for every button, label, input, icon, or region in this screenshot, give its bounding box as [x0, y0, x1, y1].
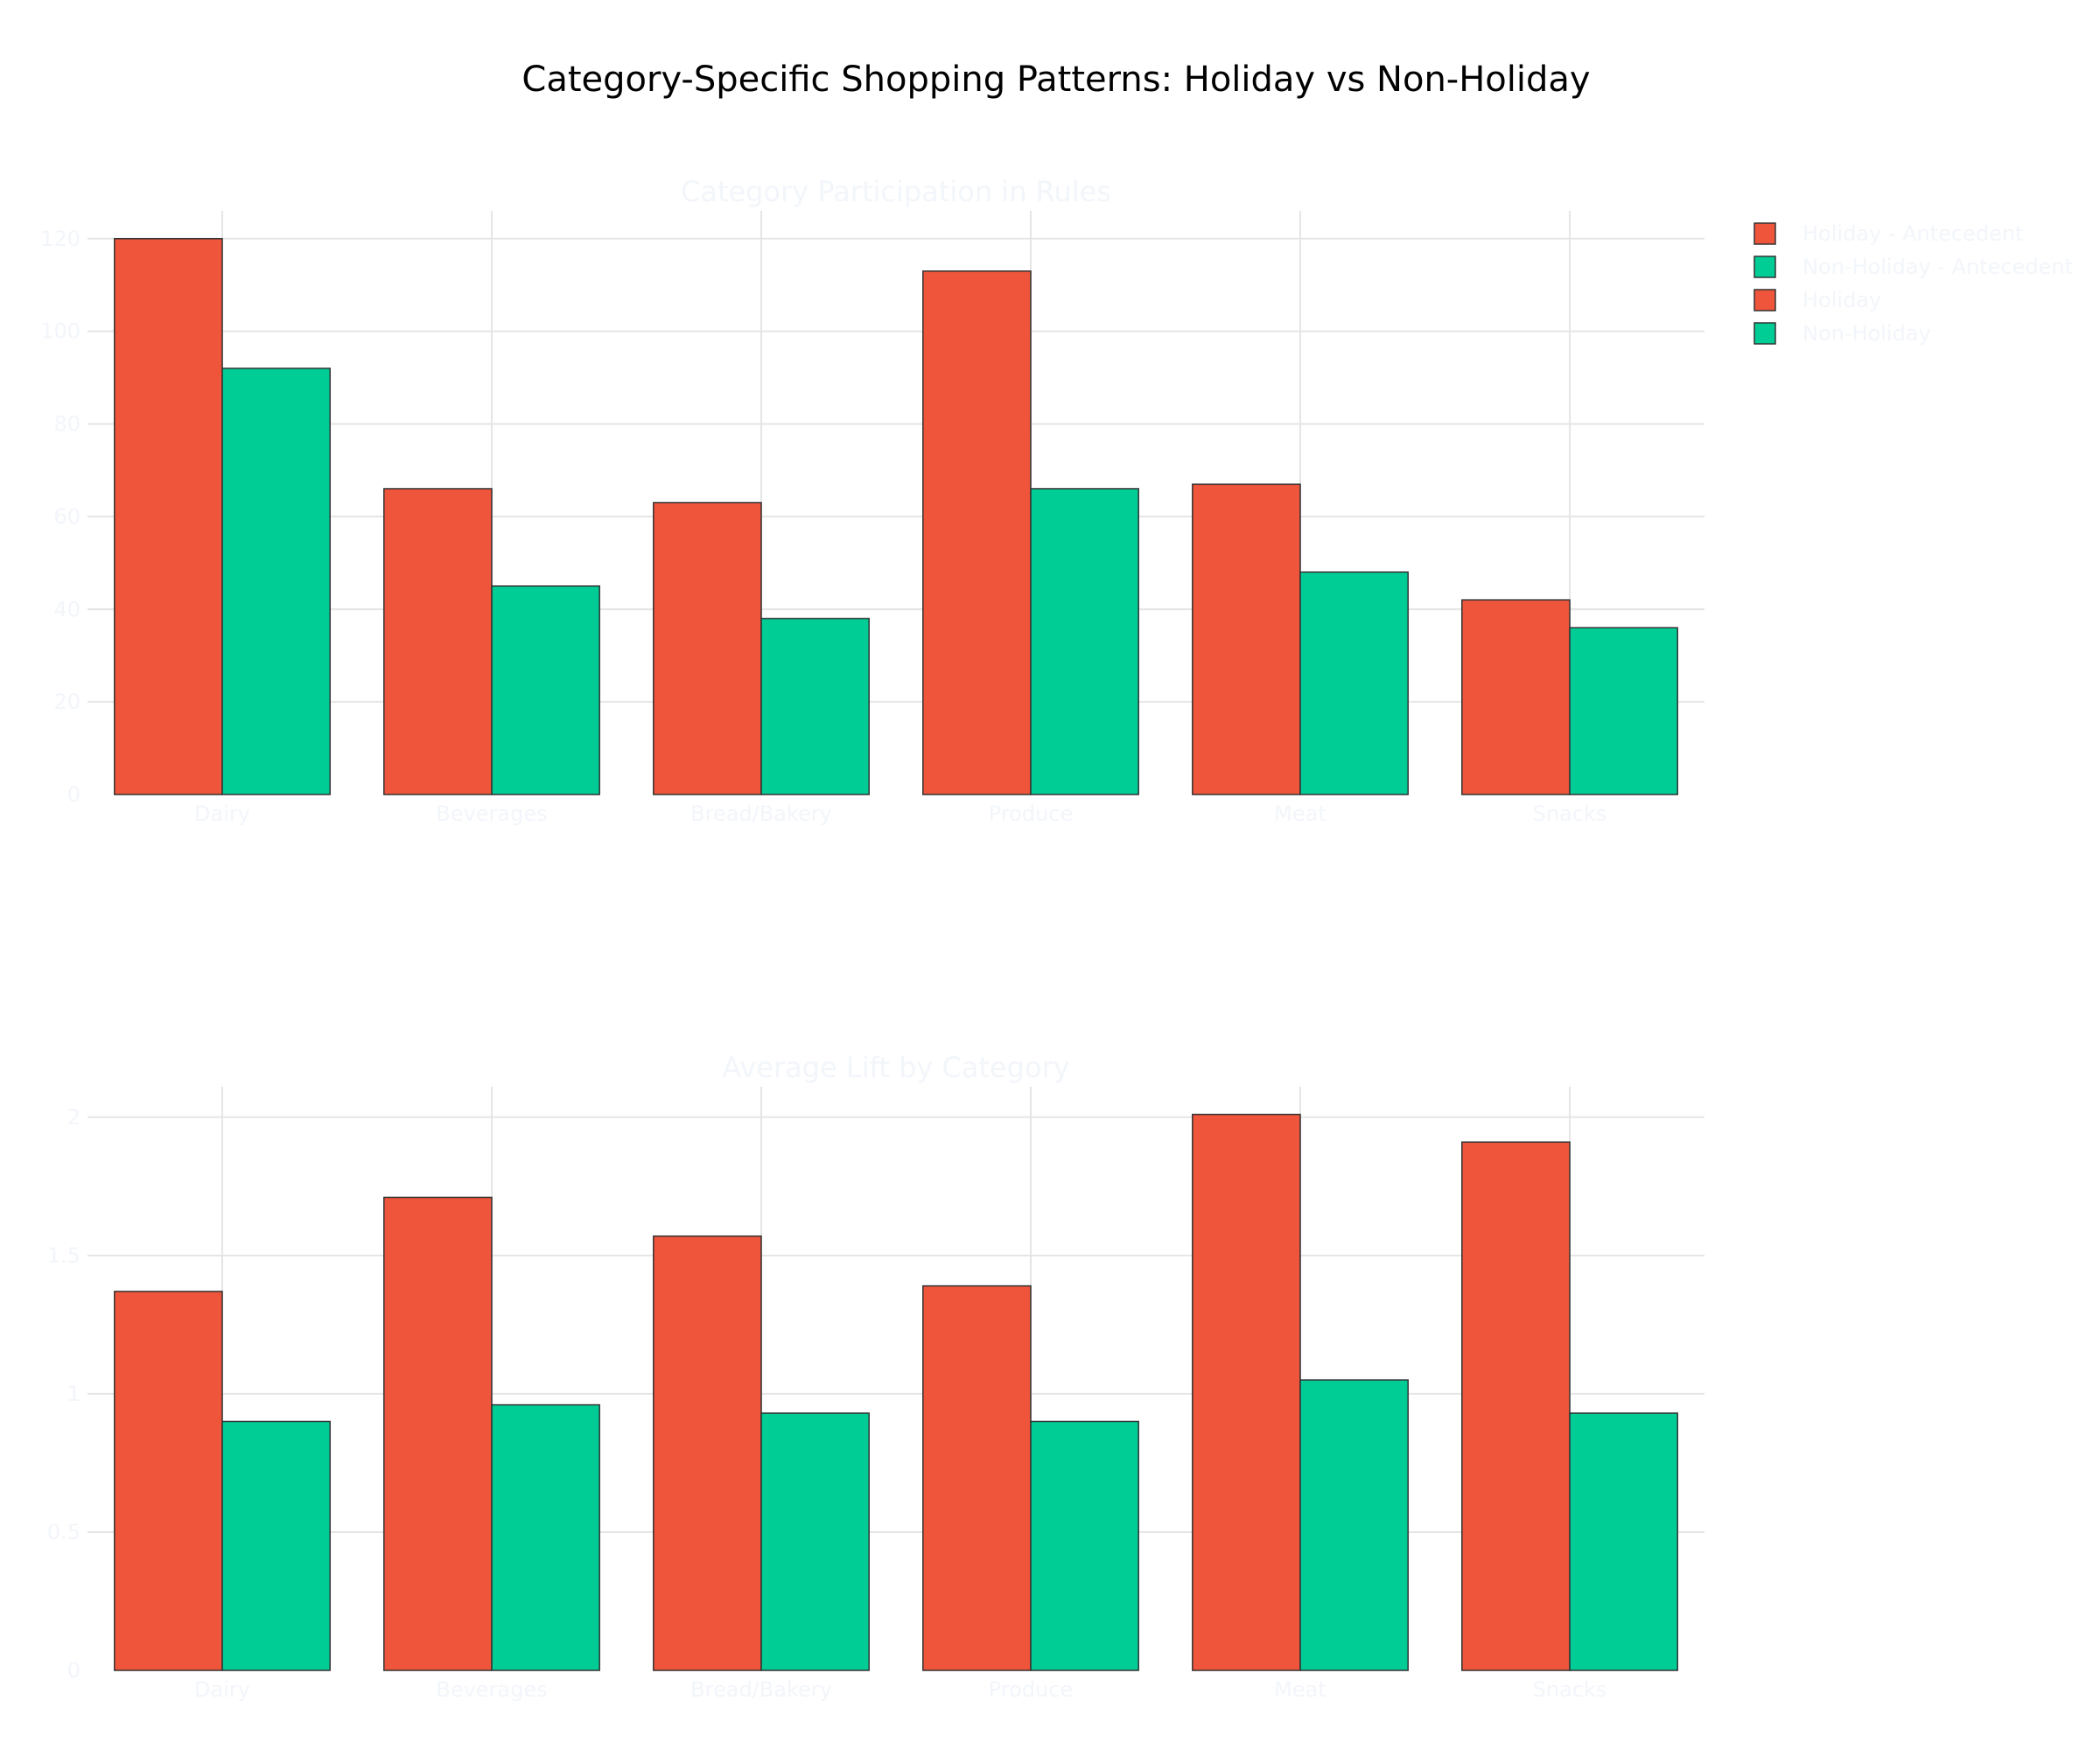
bar-holiday[interactable]	[1461, 1141, 1571, 1671]
legend-item[interactable]: Non-Holiday - Antecedent	[1754, 255, 2073, 279]
x-tick-label: Dairy	[194, 802, 250, 826]
y-tick-label: 0	[67, 1658, 80, 1683]
legend-swatch	[1754, 322, 1776, 345]
legend-label: Non-Holiday - Antecedent	[1802, 255, 2073, 279]
bar-holiday[interactable]	[922, 270, 1032, 795]
bar-holiday[interactable]	[1461, 598, 1571, 795]
x-tick-label: Produce	[989, 802, 1073, 826]
chart-panel-2: Average Lift by Category 0 0.5 1 1.5 2 Dairy Be…	[47, 1051, 1704, 1702]
y-tick-label: 2	[67, 1105, 80, 1130]
bar-non-holiday[interactable]	[760, 1412, 870, 1671]
legend-label: Holiday	[1802, 288, 1881, 312]
subplot-title: Category Participation in Rules	[681, 175, 1111, 208]
y-tick-label: 120	[40, 227, 80, 251]
legend-swatch	[1754, 289, 1776, 312]
x-tick-label: Beverages	[436, 802, 547, 826]
bar-holiday[interactable]	[114, 1291, 223, 1671]
legend-item[interactable]: Non-Holiday	[1754, 321, 1931, 346]
bar-non-holiday[interactable]	[221, 368, 331, 795]
x-tick-label: Beverages	[436, 1677, 547, 1702]
y-tick-label: 60	[53, 504, 80, 528]
bar-non-holiday[interactable]	[491, 1404, 600, 1671]
x-tick-label: Snacks	[1533, 802, 1607, 826]
legend-label: Holiday - Antecedent	[1802, 221, 2024, 246]
legend-swatch	[1754, 222, 1776, 245]
bar-holiday[interactable]	[114, 238, 223, 795]
legend-item[interactable]: Holiday	[1754, 288, 1881, 312]
x-tick-label: Bread/Bakery	[690, 802, 832, 826]
bar-non-holiday[interactable]	[221, 1420, 331, 1671]
x-tick-label: Dairy	[194, 1677, 250, 1702]
x-tick-label: Produce	[989, 1677, 1073, 1702]
y-tick-label: 20	[53, 690, 80, 714]
y-tick-label: 80	[53, 412, 80, 437]
y-tick-label: 40	[53, 597, 80, 621]
legend-label: Non-Holiday	[1802, 321, 1931, 346]
chart-title: Category-Specific Shopping Patterns: Hol…	[522, 60, 1590, 100]
bar-non-holiday[interactable]	[491, 585, 600, 795]
y-tick-label: 0.5	[47, 1520, 80, 1544]
bar-holiday[interactable]	[383, 487, 493, 795]
bar-non-holiday[interactable]	[1569, 626, 1678, 795]
bar-non-holiday[interactable]	[1569, 1412, 1678, 1671]
y-tick-label: 0	[67, 782, 80, 807]
x-tick-label: Meat	[1274, 1677, 1326, 1702]
bar-non-holiday[interactable]	[760, 618, 870, 795]
legend[interactable]: Holiday - Antecedent Non-Holiday - Antece…	[1754, 221, 2073, 346]
legend-item[interactable]: Holiday - Antecedent	[1754, 221, 2024, 246]
x-tick-label: Bread/Bakery	[690, 1677, 832, 1702]
x-tick-label: Snacks	[1533, 1677, 1607, 1702]
subplot-title: Average Lift by Category	[722, 1051, 1069, 1084]
bar-holiday[interactable]	[653, 501, 762, 795]
bar-holiday[interactable]	[1192, 1113, 1301, 1671]
x-tick-label: Meat	[1274, 802, 1326, 826]
bar-non-holiday[interactable]	[1299, 1379, 1409, 1671]
bar-holiday[interactable]	[653, 1235, 762, 1671]
bar-non-holiday[interactable]	[1030, 1420, 1139, 1671]
bar-holiday[interactable]	[1192, 483, 1301, 795]
y-tick-label: 100	[40, 319, 80, 344]
chart-panel-1: Category Participation in Rules 0 20 40 60 80…	[40, 175, 1704, 826]
bar-non-holiday[interactable]	[1299, 571, 1409, 795]
bar-holiday[interactable]	[922, 1284, 1032, 1671]
legend-swatch	[1754, 256, 1776, 278]
y-tick-label: 1.5	[47, 1243, 80, 1268]
y-tick-label: 1	[67, 1382, 80, 1406]
bar-holiday[interactable]	[383, 1196, 493, 1671]
bar-non-holiday[interactable]	[1030, 487, 1139, 795]
